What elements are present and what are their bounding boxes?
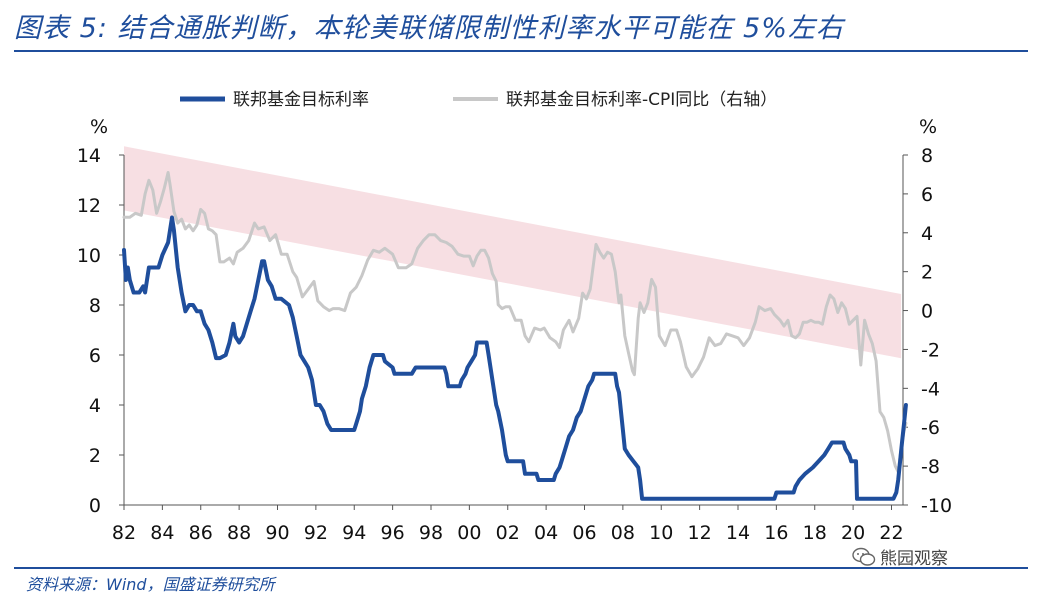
left-unit-label: % <box>90 116 108 138</box>
legend-label: 联邦基金目标利率 <box>233 90 369 110</box>
right-tick-label: 0 <box>921 301 933 323</box>
series-line-real-rate <box>122 171 908 474</box>
x-tick-label: 22 <box>879 522 903 544</box>
left-tick-label: 10 <box>77 245 101 267</box>
x-tick-label: 84 <box>150 522 174 544</box>
x-tick-label: 96 <box>381 522 405 544</box>
chart-title: 图表 5: 结合通胀判断，本轮美联储限制性利率水平可能在 5%左右 <box>14 13 844 44</box>
band-layer <box>124 146 902 359</box>
watermark: 熊园观察 <box>852 544 948 569</box>
title-rule <box>14 50 1028 52</box>
x-tick-label: 98 <box>419 522 443 544</box>
right-tick-label: -2 <box>921 339 940 361</box>
left-tick-label: 0 <box>89 495 101 517</box>
x-tick-label: 86 <box>189 522 213 544</box>
right-tick-label: 2 <box>921 262 933 284</box>
x-tick-label: 94 <box>342 522 366 544</box>
left-tick-label: 4 <box>89 395 101 417</box>
x-tick-label: 88 <box>227 522 251 544</box>
right-tick-label: -10 <box>921 495 952 517</box>
x-tick-label: 16 <box>764 522 788 544</box>
wechat-icon <box>852 547 876 566</box>
x-tick-label: 00 <box>457 522 481 544</box>
x-tick-label: 04 <box>534 522 558 544</box>
x-tick-label: 12 <box>688 522 712 544</box>
series-layer <box>122 171 908 501</box>
source-rule <box>14 567 1028 569</box>
x-tick-label: 14 <box>726 522 750 544</box>
x-tick-label: 82 <box>112 522 136 544</box>
legend-label: 联邦基金目标利率-CPI同比（右轴） <box>506 90 777 110</box>
left-tick-label: 2 <box>89 445 101 467</box>
watermark-text: 熊园观察 <box>880 549 948 569</box>
series-line-fed-funds-rate <box>122 215 908 501</box>
left-tick-label: 14 <box>77 145 101 167</box>
x-tick-label: 08 <box>611 522 635 544</box>
right-unit-label: % <box>919 116 937 138</box>
legend-layer: 联邦基金目标利率 联邦基金目标利率-CPI同比（右轴） <box>180 90 777 110</box>
left-tick-label: 8 <box>89 295 101 317</box>
left-tick-label: 12 <box>77 195 101 217</box>
right-tick-label: -4 <box>921 378 940 400</box>
left-tick-label: 6 <box>89 345 101 367</box>
x-tick-label: 02 <box>496 522 520 544</box>
x-tick-label: 92 <box>304 522 328 544</box>
x-tick-label: 90 <box>265 522 289 544</box>
source-note: 资料来源：Wind，国盛证券研究所 <box>26 575 275 594</box>
estimate-band <box>124 146 902 359</box>
right-tick-label: 6 <box>921 184 933 206</box>
x-tick-label: 20 <box>841 522 865 544</box>
right-tick-label: 8 <box>921 145 933 167</box>
x-tick-label: 06 <box>572 522 596 544</box>
right-tick-label: -6 <box>921 417 940 439</box>
right-tick-label: 4 <box>921 223 933 245</box>
right-tick-label: -8 <box>921 456 940 478</box>
x-tick-label: 18 <box>803 522 827 544</box>
x-tick-label: 10 <box>649 522 673 544</box>
